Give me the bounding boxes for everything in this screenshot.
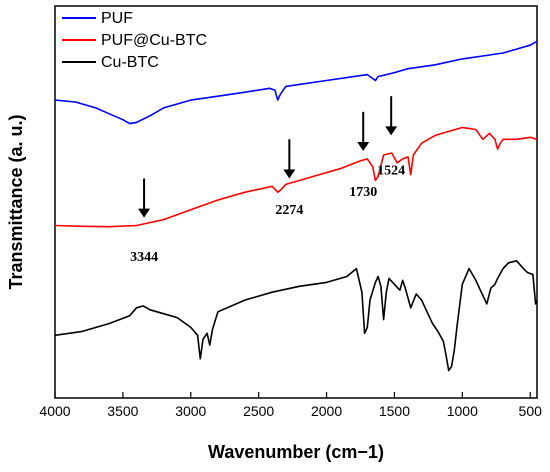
annotation-label: 1524 [377, 164, 405, 179]
legend-label: PUF@Cu-BTC [101, 32, 207, 49]
x-tick-label: 4000 [39, 403, 70, 419]
y-axis-title: Transmittance (a. u.) [6, 114, 26, 289]
x-tick-label: 3000 [175, 403, 206, 419]
annotation-label: 1730 [349, 185, 377, 200]
x-tick-label: 1000 [447, 403, 478, 419]
x-axis-ticks: 4000 3500 3000 2500 2000 1500 1000 500 [39, 392, 542, 419]
annotation-label: 2274 [275, 203, 303, 218]
x-tick-label: 2500 [243, 403, 274, 419]
plot-frame [54, 5, 538, 399]
x-axis-title: Wavenumber (cm−1) [208, 442, 384, 462]
series-line-2 [54, 260, 538, 372]
series-line-0 [54, 40, 538, 125]
arrow-down-icon [357, 142, 370, 152]
arrow-down-icon [385, 126, 398, 136]
legend-label: Cu-BTC [101, 54, 159, 71]
legend: PUF PUF@Cu-BTC Cu-BTC [62, 10, 207, 71]
x-tick-label: 3500 [107, 403, 138, 419]
series-line-1 [54, 126, 538, 228]
arrow-down-icon [138, 208, 151, 218]
x-tick-label: 500 [519, 403, 543, 419]
x-tick-label: 1500 [379, 403, 410, 419]
arrow-down-icon [283, 169, 296, 179]
x-tick-label: 2000 [311, 403, 342, 419]
legend-label: PUF [101, 10, 133, 27]
series-layer [54, 40, 538, 372]
annotation-label: 3344 [130, 250, 158, 265]
